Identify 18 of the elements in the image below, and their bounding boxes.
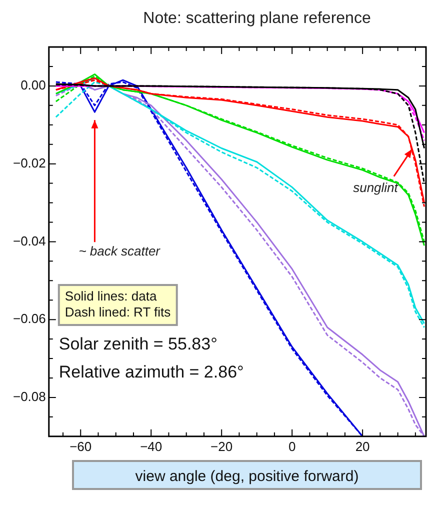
annotation: sunglint xyxy=(353,180,400,195)
x-tick-label: −40 xyxy=(140,438,162,454)
chart-title: Note: scattering plane reference xyxy=(142,10,372,28)
annotation: Solid lines: data xyxy=(64,288,158,304)
y-tick-label: −0.06 xyxy=(12,311,46,326)
annotation: Relative azimuth = 2.86° xyxy=(58,362,244,382)
y-tick-label: −0.02 xyxy=(12,155,46,170)
x-tick-label: 20 xyxy=(355,438,370,454)
annotation: ~ back scatter xyxy=(78,244,161,259)
x-tick-label: −20 xyxy=(210,438,233,454)
y-tick-label: 0.00 xyxy=(20,78,46,93)
annotation: Dash lined: RT fits xyxy=(64,304,172,320)
x-axis-title: view angle (deg, positive forward) xyxy=(72,460,422,490)
x-tick-label: 0 xyxy=(288,438,296,454)
annotation: Solar zenith = 55.83° xyxy=(58,334,218,354)
y-tick-label: −0.04 xyxy=(12,233,46,248)
x-tick-label: −60 xyxy=(70,438,92,454)
y-tick-label: −0.08 xyxy=(12,389,46,404)
